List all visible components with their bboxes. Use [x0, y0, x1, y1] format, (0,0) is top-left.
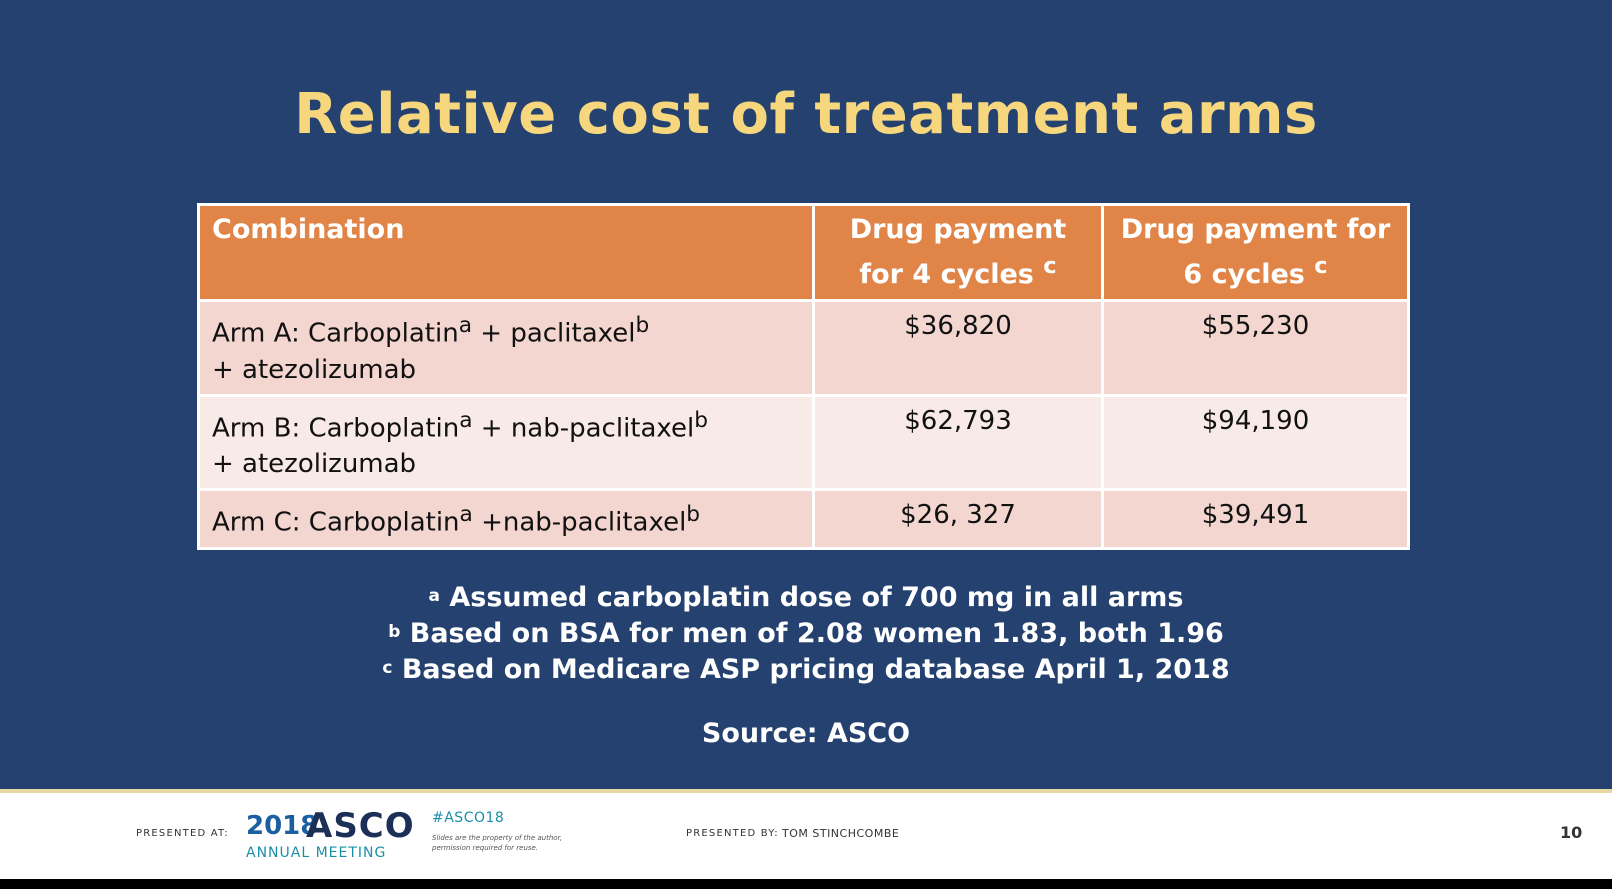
footnote-marker: a	[458, 313, 472, 338]
arm-label: Arm B: Carboplatin	[212, 413, 460, 444]
cell-combination: Arm C: Carboplatina +nab-paclitaxelb	[197, 488, 815, 550]
cell-six-cycles: $94,190	[1101, 393, 1410, 492]
header-six-cycles: Drug payment for 6 cycles c	[1101, 203, 1410, 302]
header-four-cycles: Drug payment for 4 cycles c	[812, 203, 1104, 302]
footnote-text: Based on BSA for men of 2.08 women 1.83,…	[400, 618, 1224, 649]
footnote-c: c Based on Medicare ASP pricing database…	[0, 652, 1612, 688]
footnote-marker: b	[686, 502, 701, 528]
footnote-marker: c	[382, 658, 393, 678]
arm-drug: + paclitaxel	[472, 318, 636, 349]
footnote-marker: b	[388, 622, 401, 642]
cell-six-cycles: $39,491	[1101, 488, 1410, 550]
arm-label: Arm A: Carboplatin	[212, 318, 459, 349]
arm-addon: + atezolizumab	[212, 354, 417, 385]
footnote-marker: a	[428, 586, 440, 606]
footnote-marker: b	[635, 313, 650, 338]
footnote-marker: a	[459, 407, 473, 433]
footnote-text: Assumed carboplatin dose of 700 mg in al…	[439, 582, 1184, 613]
cell-four-cycles: $36,820	[812, 299, 1104, 397]
header-combination: Combination	[197, 203, 815, 302]
bottom-bar	[0, 879, 1612, 889]
arm-drug: + nab-paclitaxel	[472, 413, 695, 444]
footer-divider	[0, 789, 1612, 793]
disclaimer: Slides are the property of the author, p…	[432, 834, 563, 852]
table-row-arm-c: Arm C: Carboplatina +nab-paclitaxelb $26…	[197, 488, 1410, 550]
header-six-cycles-sup: c	[1314, 253, 1328, 279]
footnote-text: Based on Medicare ASP pricing database A…	[392, 654, 1230, 685]
source-line: Source: ASCO	[701, 718, 911, 749]
footnote-b: b Based on BSA for men of 2.08 women 1.8…	[0, 616, 1612, 652]
table-row-arm-b: Arm B: Carboplatina + nab-paclitaxelb + a…	[197, 393, 1410, 492]
arm-addon: + atezolizumab	[212, 449, 417, 480]
asco-logo-year: 2018	[246, 811, 319, 841]
table-header-row: Combination Drug payment for 4 cycles c …	[197, 203, 1410, 302]
asco-logo-name: ASCO	[306, 806, 415, 846]
cell-combination: Arm B: Carboplatina + nab-paclitaxelb + a…	[197, 393, 815, 492]
header-six-cycles-label: Drug payment for 6 cycles	[1120, 214, 1391, 290]
header-four-cycles-label: Drug payment for 4 cycles	[849, 214, 1067, 290]
cell-four-cycles: $62,793	[812, 393, 1104, 492]
footnote-marker: a	[459, 502, 473, 528]
slide-body: Relative cost of treatment arms Combinat…	[0, 0, 1612, 789]
cell-four-cycles: $26, 327	[812, 488, 1104, 550]
slide-title: Relative cost of treatment arms	[294, 82, 1318, 147]
footer: PRESENTED AT: 2018 ASCO ANNUAL MEETING #…	[0, 793, 1612, 879]
hashtag: #ASCO18	[432, 810, 505, 826]
page-number: 10	[1560, 823, 1583, 842]
arm-drug: +nab-paclitaxel	[472, 507, 687, 538]
table-row-arm-a: Arm A: Carboplatina + paclitaxelb + atezo…	[197, 299, 1410, 397]
cost-table: Combination Drug payment for 4 cycles c …	[197, 203, 1410, 550]
presented-by-label: PRESENTED BY:	[686, 828, 779, 839]
asco-meeting-label: ANNUAL MEETING	[246, 845, 387, 861]
arm-label: Arm C: Carboplatin	[212, 507, 460, 538]
footnote-marker: b	[694, 407, 708, 433]
presenter-name: TOM STINCHCOMBE	[782, 827, 900, 840]
footnotes: a Assumed carboplatin dose of 700 mg in …	[0, 580, 1612, 688]
cell-combination: Arm A: Carboplatina + paclitaxelb + atezo…	[197, 299, 815, 397]
footnote-a: a Assumed carboplatin dose of 700 mg in …	[0, 580, 1612, 616]
cell-six-cycles: $55,230	[1101, 299, 1410, 397]
header-four-cycles-sup: c	[1043, 253, 1057, 279]
presented-at-label: PRESENTED AT:	[136, 828, 229, 839]
